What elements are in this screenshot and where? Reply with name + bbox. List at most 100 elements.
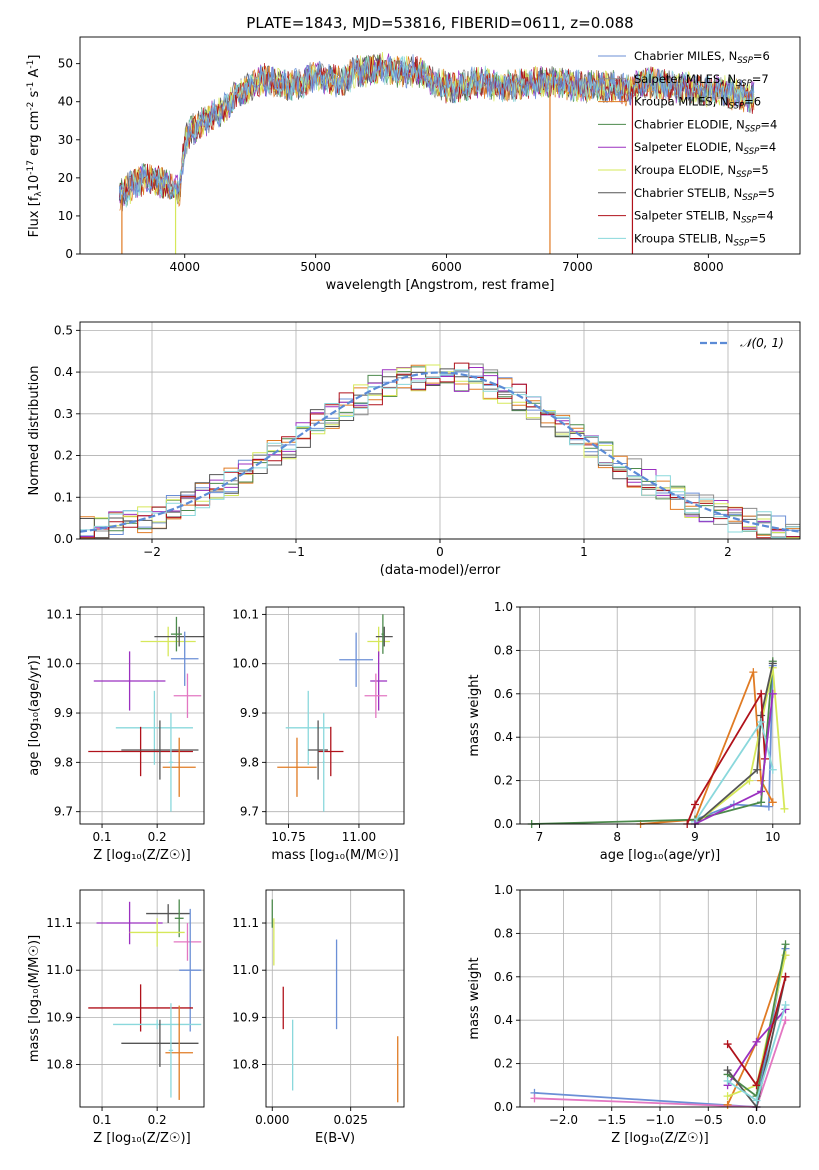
legend-text: =6 [744, 95, 761, 109]
y-tick-label: 0.0 [494, 1100, 513, 1114]
y-tick-label: 50 [58, 57, 73, 71]
panel-mass-weight-vs-age: 7 8 9 10 0.0 0.2 0.4 0.6 0.8 1.0 age [log₁₀(age/yr… [467, 600, 801, 863]
legend-text: Chabrier STELIB, N [634, 186, 742, 200]
y-tick-label: 1.0 [494, 600, 513, 614]
weight-marker [752, 1081, 761, 1090]
y-axis-label-part: A [27, 69, 42, 82]
histogram-series [80, 369, 800, 539]
panel-age-vs-Z: 0.1 0.2 9.7 9.8 9.9 10.0 10.1 Z [log₁₀(Z/Z☉)] ag… [27, 606, 205, 863]
legend-text: Chabrier MILES, N [634, 49, 737, 63]
legend-entry: Kroupa MILES, NSSP=6 [634, 95, 761, 112]
legend-entry: Salpeter ELODIE, NSSP=4 [634, 140, 776, 157]
x-tick-label: 1 [580, 545, 588, 559]
y-tick-label: 10.8 [232, 1058, 259, 1072]
spectrum-line [118, 54, 755, 202]
weight-marker [530, 1094, 539, 1103]
y-tick-label: 10.0 [232, 657, 259, 671]
y-axis-label-part: -1 [26, 82, 36, 91]
spectrum-line [118, 55, 755, 208]
y-tick-label: 20 [58, 171, 73, 185]
y-tick-label: 11.1 [232, 916, 259, 930]
weight-series [531, 661, 774, 825]
legend-text: =5 [749, 231, 766, 245]
y-axis-label-part: ] [27, 55, 42, 60]
x-tick-label: 7000 [562, 260, 593, 274]
y-tick-label: 11.0 [232, 963, 259, 977]
weight-marker [752, 1037, 761, 1046]
x-tick-label: 0.000 [255, 1113, 289, 1127]
x-tick-label: 8 [613, 830, 621, 844]
weight-marker [781, 940, 790, 949]
x-tick-label: 7 [536, 830, 544, 844]
y-axis-label-part: -17 [26, 160, 36, 175]
legend-sub: SSP [745, 124, 761, 134]
x-axis-label: mass [log₁₀(M/M☉)] [271, 848, 398, 863]
x-tick-label: 6000 [431, 260, 462, 274]
y-axis-label: mass weight [467, 957, 482, 1039]
x-tick-label: 0.025 [334, 1113, 368, 1127]
x-tick-label: −1.5 [597, 1113, 626, 1127]
y-tick-label: 0.6 [494, 687, 513, 701]
legend-text: =6 [753, 49, 770, 63]
x-tick-label: −2 [143, 545, 161, 559]
x-tick-label: 0.1 [92, 830, 111, 844]
weight-marker [757, 718, 766, 727]
normal-curve [79, 371, 801, 533]
legend-text: Salpeter STELIB, N [634, 209, 741, 223]
legend-entry: Kroupa STELIB, NSSP=5 [634, 231, 766, 248]
legend-sub: SSP [737, 56, 753, 66]
y-tick-label: 11.0 [46, 963, 73, 977]
weight-marker [723, 1076, 732, 1085]
legend-text: =7 [752, 72, 769, 86]
weight-marker [764, 802, 773, 811]
y-axis-label: Flux [fλ10-17 erg cm-2 s-1 A-1] [26, 55, 44, 238]
weight-marker [768, 798, 777, 807]
y-tick-label: 0.0 [54, 532, 73, 546]
legend-sub: SSP [742, 193, 758, 203]
weight-marker [780, 804, 789, 813]
weight-marker [723, 1100, 732, 1109]
legend-text: Kroupa ELODIE, N [634, 163, 736, 177]
weight-marker [768, 659, 777, 668]
x-tick-label: 0.2 [148, 830, 167, 844]
legend-entry: Salpeter STELIB, NSSP=4 [634, 209, 774, 226]
axes-frame [79, 606, 205, 825]
panel-mass-vs-EBV: 0.000 0.025 10.8 10.9 11.0 11.1 E(B-V) [232, 889, 405, 1146]
y-tick-label: 0.3 [54, 407, 73, 421]
legend-text: Kroupa STELIB, N [634, 231, 734, 245]
y-tick-label: 9.8 [240, 755, 259, 769]
weight-marker [745, 776, 754, 785]
legend-text: =4 [757, 209, 774, 223]
legend-sub: SSP [734, 238, 750, 248]
weight-marker [757, 689, 766, 698]
y-tick-label: 0.2 [494, 774, 513, 788]
y-axis-label: Normed distribution [27, 366, 42, 496]
x-axis-label: Z [log₁₀(Z/Z☉)] [93, 1131, 190, 1146]
y-tick-label: 0.1 [54, 490, 73, 504]
weight-marker [768, 689, 777, 698]
x-axis-label: Z [log₁₀(Z/Z☉)] [611, 1131, 708, 1146]
y-axis-label-part: -2 [26, 102, 36, 111]
legend-entry: 𝒩(0, 1) [740, 336, 784, 350]
axes-frame [79, 36, 801, 255]
y-tick-label: 10.0 [46, 657, 73, 671]
y-tick-label: 10.9 [46, 1010, 73, 1024]
legend-sub: SSP [744, 147, 760, 157]
y-axis-label-part: Flux [f [27, 196, 42, 237]
y-tick-label: 9.8 [54, 755, 73, 769]
axes-frame [519, 606, 801, 825]
legend-sub: SSP [736, 170, 752, 180]
x-axis-label: age [log₁₀(age/yr)] [600, 848, 721, 863]
y-tick-label: 10.8 [46, 1058, 73, 1072]
y-tick-label: 1.0 [494, 883, 513, 897]
panel-mass-vs-Z: 0.1 0.2 10.8 10.9 11.0 11.1 Z [log₁₀(Z/Z☉)] mas… [27, 889, 205, 1146]
y-tick-label: 10 [58, 209, 73, 223]
x-tick-label: 10 [765, 830, 780, 844]
y-tick-label: 30 [58, 133, 73, 147]
y-tick-label: 0.6 [494, 970, 513, 984]
y-tick-label: 0.5 [54, 323, 73, 337]
y-tick-label: 10.1 [232, 607, 259, 621]
panel-spectrum: 4000 5000 6000 7000 8000 0 10 20 30 40 50 wavelengt… [26, 14, 801, 293]
legend-entry: Chabrier MILES, NSSP=6 [634, 49, 770, 66]
x-tick-label: 8000 [693, 260, 724, 274]
